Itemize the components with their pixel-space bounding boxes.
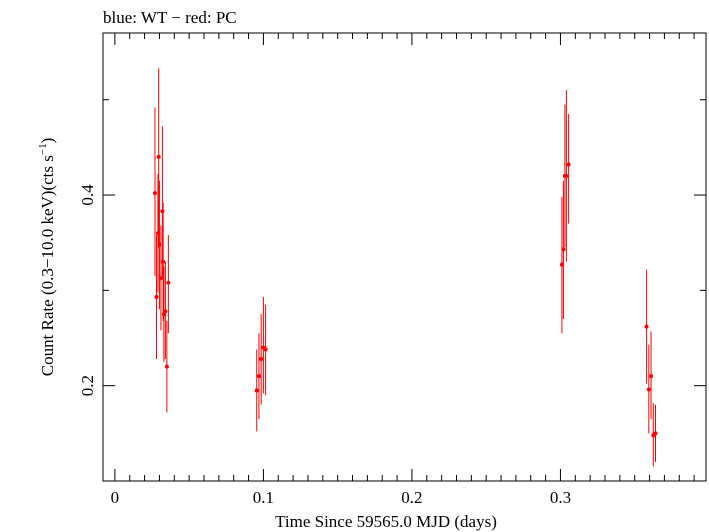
data-point <box>256 374 261 379</box>
plot-frame <box>102 32 707 482</box>
data-point <box>160 209 165 214</box>
y-axis-ticks <box>103 99 706 482</box>
y-tick-label: 0.4 <box>78 184 97 206</box>
data-point <box>161 259 166 264</box>
data-point <box>259 356 264 361</box>
data-point <box>164 364 169 369</box>
y-axis-tick-labels: 0.2 0.4 <box>78 184 97 396</box>
x-tick-label: 0.2 <box>401 488 422 507</box>
data-point <box>154 295 159 300</box>
x-tick-label: 0 <box>111 488 120 507</box>
x-axis-label: Time Since 59565.0 MJD (days) <box>275 512 497 531</box>
data-point <box>166 280 171 285</box>
data-point <box>263 347 268 352</box>
y-tick-label: 0.2 <box>78 375 97 396</box>
x-axis-ticks <box>114 33 695 481</box>
y-axis-label-end: ) <box>38 138 57 144</box>
data-point <box>653 431 658 436</box>
chart-title: blue: WT − red: PC <box>103 8 237 27</box>
x-axis-tick-labels: 0 0.1 0.2 0.3 <box>111 488 571 507</box>
x-tick-label: 0.3 <box>550 488 571 507</box>
data-point <box>152 191 157 196</box>
data-point <box>254 388 259 393</box>
data-point <box>566 162 571 167</box>
x-tick-label: 0.1 <box>253 488 274 507</box>
data-point <box>644 324 649 329</box>
data-point <box>646 387 651 392</box>
y-axis-label-superscript: −1 <box>37 143 49 155</box>
y-axis-label-main: Count Rate (0.3−10.0 keV)(cts s <box>38 155 57 376</box>
data-point <box>649 374 654 379</box>
y-axis-label: Count Rate (0.3−10.0 keV)(cts s−1) <box>37 138 57 377</box>
data-point <box>564 173 569 178</box>
data-point <box>163 309 168 314</box>
data-points <box>152 68 658 467</box>
data-point <box>561 247 566 252</box>
data-point <box>156 154 161 159</box>
data-point <box>158 275 163 280</box>
